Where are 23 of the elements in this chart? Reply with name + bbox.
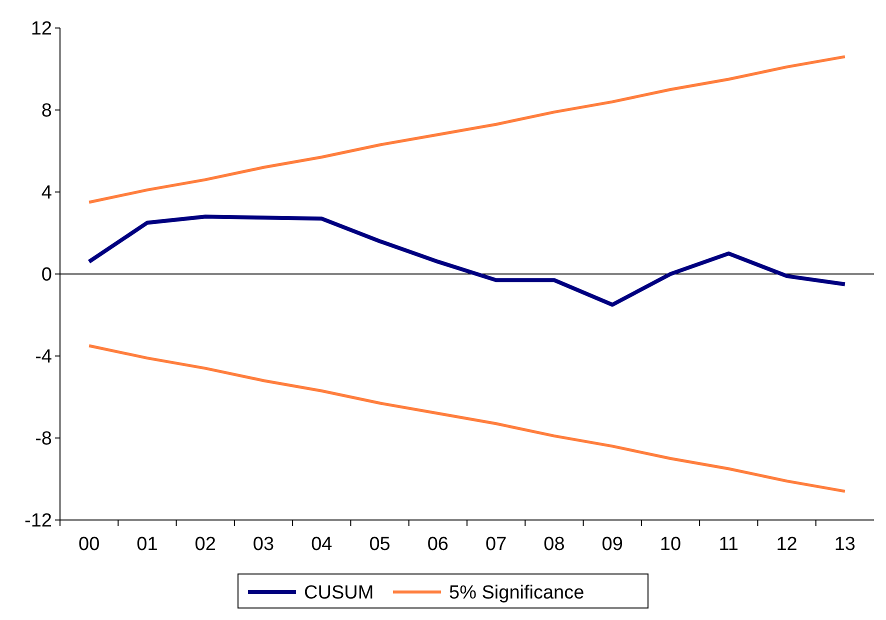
y-tick-label: -8: [35, 428, 52, 450]
y-tick-label: 12: [30, 18, 52, 40]
x-tick-label: 02: [194, 534, 216, 555]
x-tick-label: 12: [776, 534, 798, 555]
x-tick-label: 05: [369, 534, 390, 555]
x-tick-label: 09: [602, 534, 623, 555]
y-tick-label: -4: [35, 346, 52, 368]
x-tick-label: 13: [834, 534, 856, 555]
x-tick-label: 11: [718, 534, 739, 555]
x-tick-label: 08: [544, 534, 565, 555]
y-tick-label: 0: [41, 264, 52, 286]
y-tick-label: -12: [24, 510, 52, 532]
x-tick-label: 00: [78, 534, 100, 555]
legend-label: CUSUM: [304, 582, 374, 604]
y-tick-label: 8: [41, 100, 52, 122]
x-tick-label: 07: [486, 534, 507, 555]
x-tick-label: 03: [252, 534, 274, 555]
x-tick-label: 10: [660, 534, 682, 555]
y-tick-label: 4: [41, 182, 52, 204]
x-tick-label: 01: [136, 534, 158, 555]
x-tick-label: 06: [427, 534, 448, 555]
x-tick-label: 04: [311, 534, 333, 555]
legend-label: 5% Significance: [449, 582, 584, 604]
